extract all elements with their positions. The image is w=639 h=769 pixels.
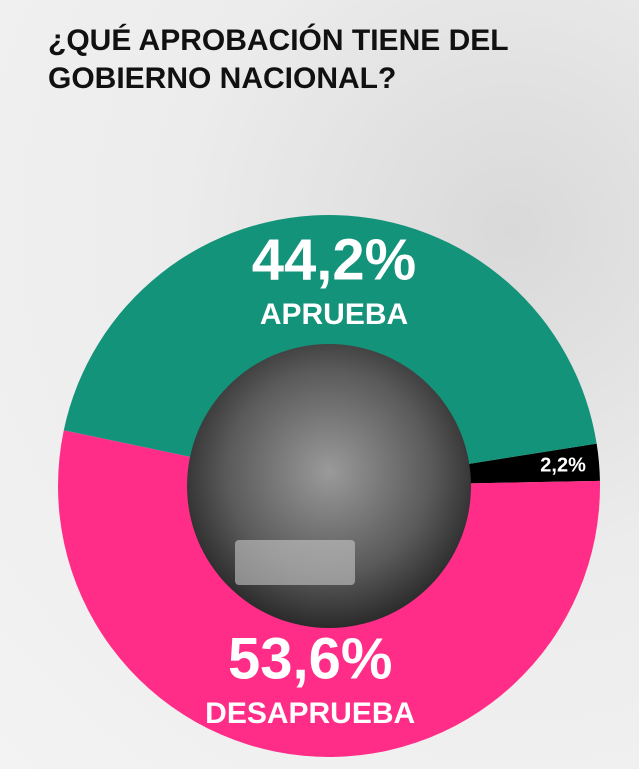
value-label: 44,2% xyxy=(252,227,416,292)
category-label: APRUEBA xyxy=(260,298,408,331)
value-label: 2,2% xyxy=(540,455,586,477)
chart-title: ¿QUÉ APROBACIÓN TIENE DEL GOBIERNO NACIO… xyxy=(48,24,509,95)
photo-detail xyxy=(235,540,355,585)
category-label: DESAPRUEBA xyxy=(205,697,415,730)
donut-slice xyxy=(58,430,600,757)
value-label: 53,6% xyxy=(228,626,392,691)
donut-slice xyxy=(63,215,597,464)
donut-slice xyxy=(468,443,600,484)
center-photo xyxy=(187,344,471,628)
